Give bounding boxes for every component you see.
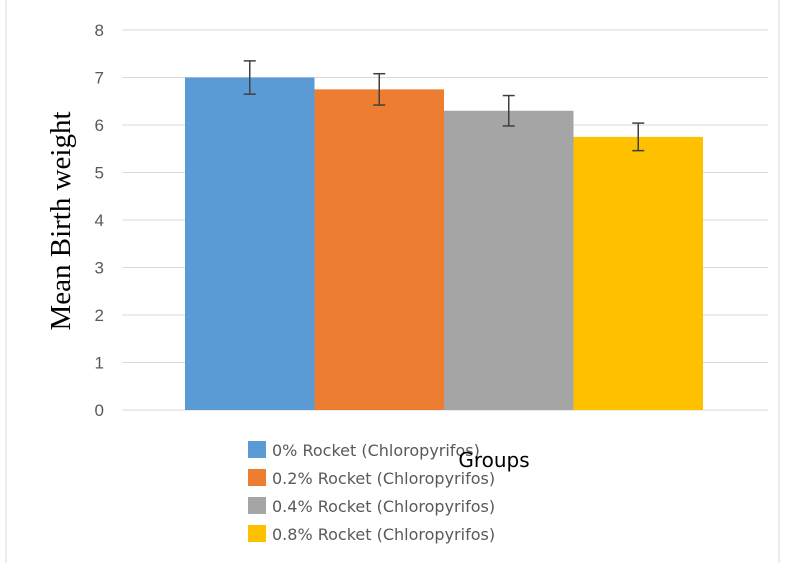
y-tick-label: 4	[95, 211, 104, 230]
legend-label: 0.2% Rocket (Chloropyrifos)	[272, 469, 495, 488]
y-tick-label: 5	[95, 164, 104, 183]
bar-3	[444, 110, 574, 410]
y-axis-ticks: 0 1 2 3 4 5 6 7 8	[95, 21, 104, 420]
error-bars	[243, 60, 645, 152]
legend-swatch	[248, 469, 266, 486]
legend-swatch	[248, 497, 266, 514]
legend-label: 0% Rocket (Chloropyrifos)	[272, 441, 480, 460]
y-tick-label: 8	[95, 21, 104, 40]
bar-4	[573, 136, 703, 410]
legend-entry-3: 0.4% Rocket (Chloropyrifos)	[248, 497, 495, 516]
legend-entry-1: 0% Rocket (Chloropyrifos)	[248, 441, 480, 460]
y-tick-label: 7	[95, 69, 104, 88]
legend: 0% Rocket (Chloropyrifos) 0.2% Rocket (Ch…	[248, 441, 495, 544]
legend-label: 0.4% Rocket (Chloropyrifos)	[272, 497, 495, 516]
y-tick-label: 1	[95, 354, 104, 373]
error-bar-3	[502, 94, 515, 127]
bars	[185, 77, 703, 410]
error-bar-1	[243, 60, 256, 95]
bar-1	[185, 77, 315, 410]
legend-label: 0.8% Rocket (Chloropyrifos)	[272, 525, 495, 544]
legend-entry-4: 0.8% Rocket (Chloropyrifos)	[248, 525, 495, 544]
y-tick-label: 6	[95, 116, 104, 135]
y-axis-label: Mean Birth weight	[45, 111, 77, 330]
error-bar-4	[632, 122, 645, 152]
x-axis-label: Groups	[458, 448, 529, 472]
y-tick-label: 0	[95, 401, 104, 420]
legend-entry-2: 0.2% Rocket (Chloropyrifos)	[248, 469, 495, 488]
legend-swatch	[248, 441, 266, 458]
y-tick-label: 2	[95, 306, 104, 325]
error-bar-2	[373, 72, 386, 106]
y-tick-label: 3	[95, 259, 104, 278]
bar-2	[314, 89, 444, 410]
legend-swatch	[248, 525, 266, 542]
